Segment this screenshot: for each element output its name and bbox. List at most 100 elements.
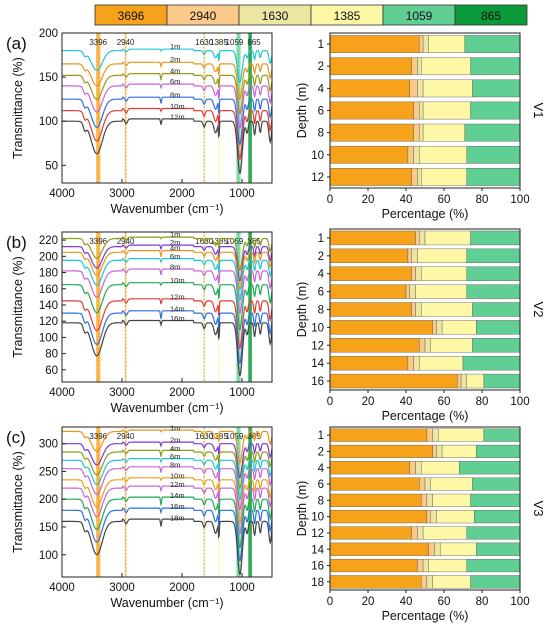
bar-segment xyxy=(329,373,458,389)
depth-label: 10m xyxy=(170,102,185,111)
xtick-label: 4000 xyxy=(49,387,75,399)
bar-segment xyxy=(459,461,521,475)
bar-segment xyxy=(419,101,424,120)
group-label: V3 xyxy=(531,501,546,517)
spectrum-line xyxy=(62,61,273,100)
bar-segment xyxy=(411,302,416,317)
bar-segment xyxy=(329,510,428,524)
group-label: V2 xyxy=(531,302,546,318)
ytick-label: 100 xyxy=(39,332,58,344)
bar-segment xyxy=(476,542,521,556)
bar-segment xyxy=(329,123,414,142)
bar-segment xyxy=(417,558,424,573)
bar-segment xyxy=(464,123,521,142)
depth-tick-label: 2 xyxy=(318,251,324,263)
bar-ylabel: Depth (m) xyxy=(295,481,309,537)
legend-swatch xyxy=(454,4,528,26)
bar-segment xyxy=(466,284,521,299)
group-label: V1 xyxy=(531,103,546,119)
depth-label: 6m xyxy=(170,452,180,461)
depth-label: 14m xyxy=(170,304,185,313)
bar-segment xyxy=(329,428,428,442)
spectrum-line xyxy=(62,282,273,330)
bar-segment xyxy=(422,35,430,53)
spectrum-line xyxy=(62,507,273,562)
bar-segment xyxy=(413,123,420,142)
bar-segment xyxy=(470,575,521,589)
xtick-label: 2000 xyxy=(169,387,195,399)
depth-tick-label: 2 xyxy=(318,61,324,73)
band-label: 1059 xyxy=(226,432,244,441)
depth-tick-label: 8 xyxy=(318,305,324,317)
panel-label: (a) xyxy=(6,34,27,53)
ytick-label: 250 xyxy=(39,466,58,478)
bar-segment xyxy=(466,558,521,573)
pct-tick-label: 80 xyxy=(476,396,489,408)
bar-segment xyxy=(419,230,426,246)
depth-tick-label: 12 xyxy=(311,528,324,540)
depth-tick-label: 2 xyxy=(318,446,324,458)
panel-label: (c) xyxy=(6,428,26,447)
bar-segment xyxy=(419,355,464,371)
pct-tick-label: 0 xyxy=(327,194,333,206)
spectrum-line xyxy=(62,244,273,282)
bar-frame xyxy=(329,32,521,189)
bar-segment xyxy=(329,461,411,475)
bar-segment xyxy=(405,284,410,299)
spectrum-line xyxy=(62,268,273,314)
spectra xyxy=(62,236,273,376)
bar-segment xyxy=(470,493,521,507)
pct-tick-label: 100 xyxy=(510,596,529,608)
bar-segment xyxy=(476,444,521,459)
spectrum-line xyxy=(62,310,273,364)
bar-segment xyxy=(422,526,468,540)
ytick-label: 140 xyxy=(39,300,58,312)
ytick-label: 80 xyxy=(45,349,58,361)
legend-label: 1385 xyxy=(334,9,361,23)
spectra xyxy=(62,48,273,174)
ftir-ylabel: Transmittance (%) xyxy=(11,256,25,358)
bar-segment xyxy=(432,575,471,589)
ftir-xlabel: Wavenumber (cm⁻¹) xyxy=(110,202,223,216)
bar-segment xyxy=(329,302,412,317)
bar-segment xyxy=(466,266,521,281)
depth-tick-label: 6 xyxy=(318,106,324,118)
bar-segment xyxy=(472,79,521,98)
bar-segment xyxy=(415,266,422,281)
spectrum-line xyxy=(62,449,273,489)
bar-segment xyxy=(432,320,437,335)
depth-label: 18m xyxy=(170,513,185,522)
bar-segment xyxy=(411,57,418,76)
bar-segment xyxy=(329,526,412,540)
bar-segment xyxy=(436,510,475,524)
ftir-ylabel: Transmittance (%) xyxy=(11,57,25,159)
pct-tick-label: 0 xyxy=(327,396,333,408)
band-label: 865 xyxy=(247,237,261,246)
bar-segment xyxy=(428,35,466,53)
bar-segment xyxy=(421,57,471,76)
spectrum-line xyxy=(62,107,273,160)
bar-segment xyxy=(329,168,412,186)
bar-segment xyxy=(422,79,473,98)
bar-segment xyxy=(329,558,418,573)
bar-segment xyxy=(470,101,521,120)
bar-segment xyxy=(419,338,426,353)
bar-segment xyxy=(415,461,422,475)
band-label: 865 xyxy=(247,432,261,441)
depth-label: 4m xyxy=(170,67,180,76)
depth-tick-label: 8 xyxy=(318,128,324,140)
bar-segment xyxy=(413,355,420,371)
spectrum-line xyxy=(62,496,273,548)
legend-label: 1630 xyxy=(262,9,289,23)
ftir-ylabel: Transmittance (%) xyxy=(11,451,25,553)
depth-label: 12m xyxy=(170,292,185,301)
xtick-label: 4000 xyxy=(49,188,75,200)
bar-segment xyxy=(432,444,437,459)
bar-segment xyxy=(430,477,473,491)
ytick-label: 150 xyxy=(39,522,58,534)
spectrum-line xyxy=(62,518,273,575)
spectrum-line xyxy=(62,236,273,271)
bar-segment xyxy=(426,575,433,589)
